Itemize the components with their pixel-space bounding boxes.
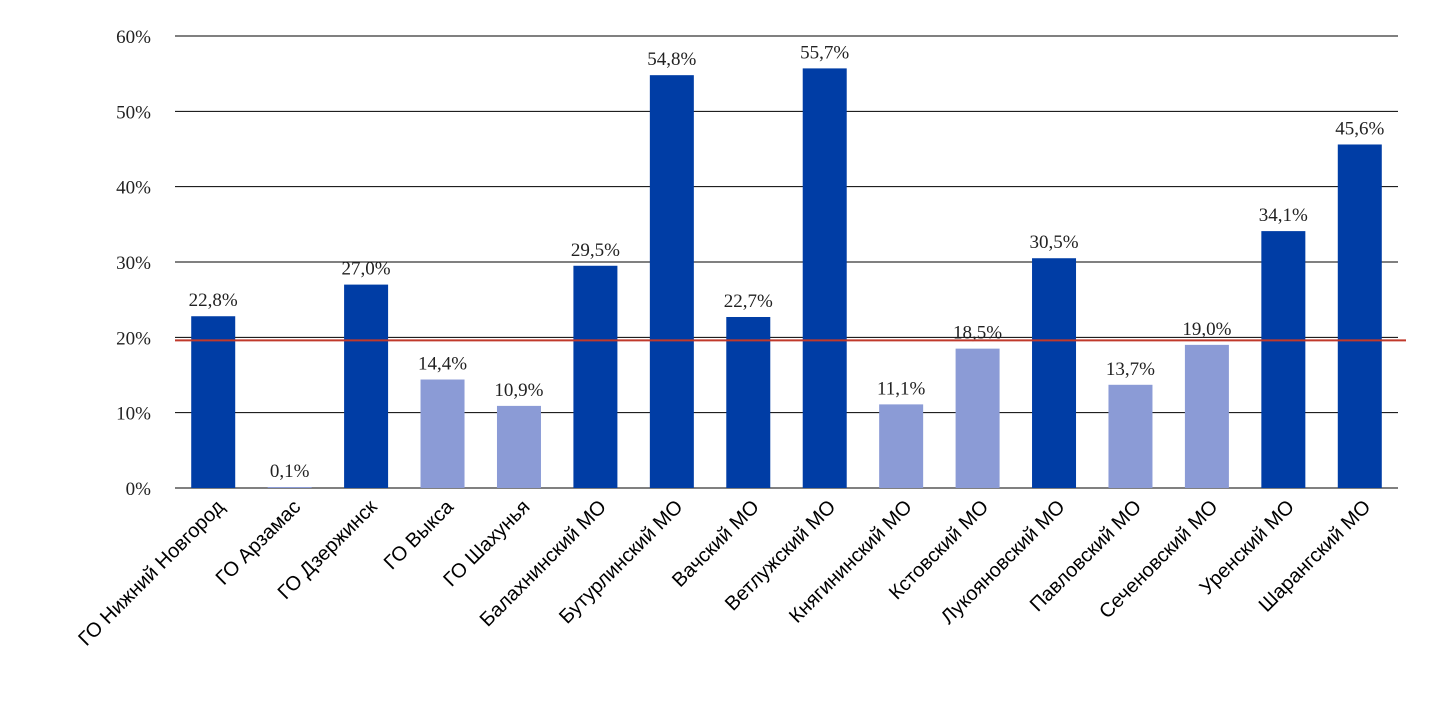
x-tick-label: ГО Выкса — [380, 495, 459, 574]
data-label: 10,9% — [494, 380, 543, 401]
bar — [1184, 344, 1229, 488]
data-label: 13,7% — [1106, 359, 1155, 380]
bar — [726, 316, 771, 488]
bar — [955, 348, 1000, 488]
bar — [573, 265, 618, 488]
bars — [191, 68, 1382, 489]
bar — [1337, 144, 1382, 489]
y-axis-ticks: 0% 10% 20% 30% 40% 50% 60% — [116, 27, 151, 500]
data-label: 19,0% — [1182, 319, 1231, 340]
bar — [1261, 231, 1306, 488]
bar — [496, 405, 541, 488]
data-label: 45,6% — [1335, 118, 1384, 139]
data-label: 22,7% — [724, 291, 773, 312]
bar — [344, 284, 389, 488]
bar — [420, 379, 465, 488]
y-tick-label: 30% — [116, 253, 151, 274]
data-label: 55,7% — [800, 42, 849, 63]
bar — [649, 75, 694, 488]
bar — [191, 316, 236, 488]
bar — [1108, 384, 1153, 488]
x-tick-label: ГО Нижний Новгород — [74, 496, 229, 651]
x-tick-label: Балахнинский МО — [476, 496, 611, 631]
y-tick-label: 10% — [116, 404, 151, 425]
data-labels: 22,8% 0,1% 27,0% 14,4% 10,9% 29,5% 54,8% 22,7% 5… — [189, 42, 1385, 482]
data-label: 54,8% — [647, 49, 696, 70]
y-tick-label: 60% — [116, 27, 151, 48]
data-label: 22,8% — [189, 290, 238, 311]
data-label: 18,5% — [953, 323, 1002, 344]
bar — [1032, 258, 1077, 488]
y-tick-label: 0% — [126, 479, 152, 500]
data-label: 11,1% — [877, 378, 926, 399]
y-tick-label: 50% — [116, 102, 151, 123]
bar — [802, 68, 847, 488]
bar — [267, 487, 312, 488]
data-label: 27,0% — [342, 259, 391, 280]
data-label: 34,1% — [1259, 205, 1308, 226]
data-label: 14,4% — [418, 354, 467, 375]
data-label: 0,1% — [270, 461, 310, 482]
bar — [879, 404, 924, 488]
data-label: 29,5% — [571, 240, 620, 261]
y-tick-label: 40% — [116, 178, 151, 199]
y-tick-label: 20% — [116, 328, 151, 349]
data-label: 30,5% — [1029, 232, 1078, 253]
